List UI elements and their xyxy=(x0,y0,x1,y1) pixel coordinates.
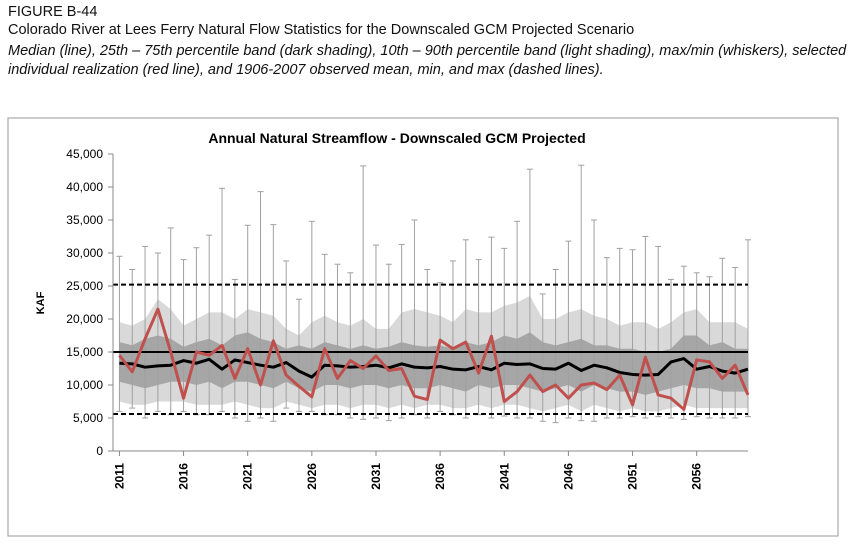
x-tick-label: 2056 xyxy=(690,463,704,490)
y-axis-label: KAF xyxy=(35,291,47,314)
x-tick-label: 2016 xyxy=(177,463,191,490)
y-tick-label: 5,000 xyxy=(73,411,103,425)
x-tick-label: 2031 xyxy=(369,463,383,490)
y-tick-label: 15,000 xyxy=(66,345,103,359)
y-tick-label: 25,000 xyxy=(66,279,103,293)
y-tick-label: 20,000 xyxy=(66,312,103,326)
realization-line xyxy=(118,307,750,411)
x-tick-label: 2051 xyxy=(626,463,640,490)
x-tick-label: 2046 xyxy=(561,463,575,490)
caption-text: Median (line), 25th – 75th percentile ba… xyxy=(8,43,847,78)
caption-title: Colorado River at Lees Ferry Natural Flo… xyxy=(8,22,635,38)
x-tick-label: 2041 xyxy=(497,463,511,490)
y-tick-label: 30,000 xyxy=(66,246,103,260)
x-tick-label: 2011 xyxy=(112,463,126,489)
y-tick-label: 35,000 xyxy=(66,213,103,227)
x-tick-label: 2036 xyxy=(433,463,447,490)
figure-label: FIGURE B-44 xyxy=(8,4,98,20)
x-tick-label: 2026 xyxy=(305,463,319,490)
y-tick-label: 40,000 xyxy=(66,180,103,194)
y-tick-label: 10,000 xyxy=(66,378,103,392)
x-tick-label: 2021 xyxy=(241,463,255,490)
y-tick-label: 45,000 xyxy=(66,147,103,161)
y-tick-label: 0 xyxy=(96,444,103,458)
chart-title: Annual Natural Streamflow - Downscaled G… xyxy=(208,130,585,146)
